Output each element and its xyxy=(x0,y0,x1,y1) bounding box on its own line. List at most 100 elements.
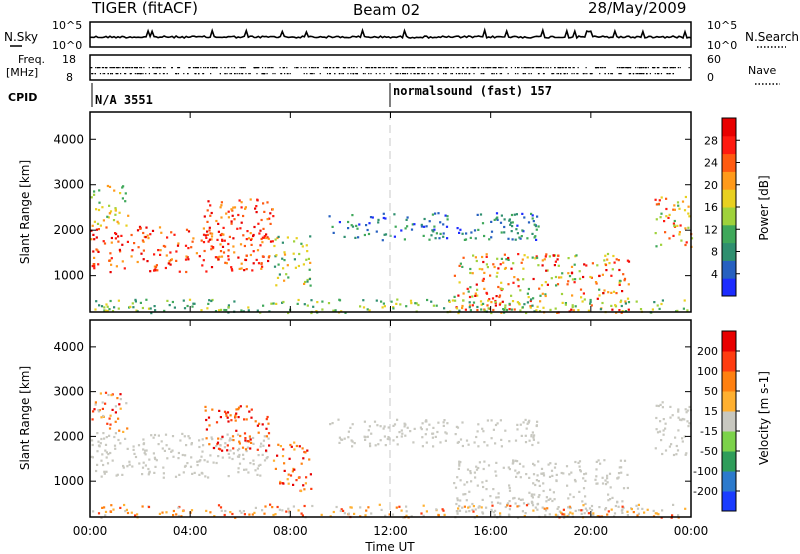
range-cell xyxy=(144,464,147,467)
range-cell xyxy=(498,303,501,306)
range-cell xyxy=(459,499,462,502)
range-cell xyxy=(511,238,514,241)
range-cell xyxy=(211,298,214,302)
range-cell xyxy=(185,228,189,231)
range-cell xyxy=(183,465,187,468)
freq-dot xyxy=(419,67,421,69)
range-cell xyxy=(226,416,229,419)
freq-dot xyxy=(440,67,443,69)
freq-dot xyxy=(188,67,190,69)
range-cell xyxy=(386,437,389,441)
range-cell xyxy=(245,238,248,241)
range-cell xyxy=(670,443,673,446)
range-cell xyxy=(252,463,255,466)
freq-dot xyxy=(536,67,538,69)
range-cell xyxy=(474,508,477,511)
range-cell xyxy=(173,233,176,236)
freq-dot xyxy=(528,67,530,69)
range-cell xyxy=(265,418,268,421)
freq-dot xyxy=(242,67,244,69)
range-cell xyxy=(223,308,226,312)
range-cell xyxy=(405,505,408,508)
range-cell xyxy=(405,510,408,513)
range-cell xyxy=(145,226,148,229)
freq-dot xyxy=(178,67,181,69)
range-cell xyxy=(125,402,128,405)
range-cell xyxy=(172,514,175,517)
range-cell xyxy=(591,262,594,265)
range-cell xyxy=(282,482,285,485)
nave-dot xyxy=(559,73,562,75)
range-cell xyxy=(178,270,181,273)
range-cell xyxy=(227,242,230,246)
range-cell xyxy=(175,513,178,516)
range-cell xyxy=(532,277,535,281)
freq-dot xyxy=(392,67,395,69)
range-cell xyxy=(271,208,274,211)
range-cell xyxy=(532,509,535,512)
range-cell xyxy=(599,308,602,311)
range-cell xyxy=(455,425,458,428)
nave-dot xyxy=(177,73,180,75)
freq-dot xyxy=(370,67,372,69)
range-cell xyxy=(216,443,219,446)
range-cell xyxy=(153,305,156,308)
freq-dot xyxy=(585,67,587,69)
freq-dot xyxy=(239,67,241,69)
range-cell xyxy=(370,512,373,515)
freq-dot xyxy=(152,67,154,69)
nave-dot xyxy=(610,73,612,75)
range-cell xyxy=(291,470,294,473)
freq-dot xyxy=(204,67,206,69)
range-cell xyxy=(160,440,163,443)
range-cell xyxy=(178,473,181,476)
range-cell xyxy=(423,225,426,228)
range-cell xyxy=(146,234,149,237)
range-cell xyxy=(244,207,247,210)
range-cell xyxy=(395,302,398,305)
range-cell xyxy=(432,426,435,429)
range-cell xyxy=(686,309,689,312)
range-cell xyxy=(490,220,493,223)
range-cell xyxy=(207,416,211,419)
range-cell xyxy=(494,470,497,473)
range-cell xyxy=(673,224,676,227)
range-cell xyxy=(539,294,542,297)
range-cell xyxy=(420,223,423,226)
range-cell xyxy=(226,444,229,447)
freq-dot xyxy=(485,67,487,69)
nave-dot xyxy=(342,73,345,75)
range-cell xyxy=(637,512,640,515)
range-cell xyxy=(293,468,296,471)
range-cell xyxy=(681,437,684,440)
range-cell xyxy=(444,214,447,217)
range-cell xyxy=(428,238,431,241)
range-cell xyxy=(92,233,95,236)
range-cell xyxy=(248,440,251,443)
range-cell xyxy=(481,427,484,430)
range-cell xyxy=(365,509,368,512)
freq-dot xyxy=(562,67,564,69)
range-cell xyxy=(283,462,286,465)
range-cell xyxy=(239,227,242,230)
range-cell xyxy=(686,420,689,423)
range-cell xyxy=(338,436,341,439)
nave-dot xyxy=(124,73,126,75)
nave-dot xyxy=(636,73,638,75)
range-cell xyxy=(401,432,404,435)
range-cell xyxy=(227,258,230,261)
range-cell xyxy=(590,504,594,508)
range-cell xyxy=(259,445,262,448)
range-cell xyxy=(211,438,214,441)
range-cell xyxy=(223,239,226,242)
freq-dot xyxy=(212,67,214,69)
range-cell xyxy=(245,268,248,271)
range-cell xyxy=(635,504,638,507)
y-tick-label: 2000 xyxy=(53,429,84,443)
freq-dot xyxy=(244,67,246,69)
freq-dot xyxy=(210,67,212,69)
range-cell xyxy=(260,237,263,241)
range-cell xyxy=(568,275,572,278)
nave-dot xyxy=(261,73,263,75)
nave-dot xyxy=(482,73,484,75)
